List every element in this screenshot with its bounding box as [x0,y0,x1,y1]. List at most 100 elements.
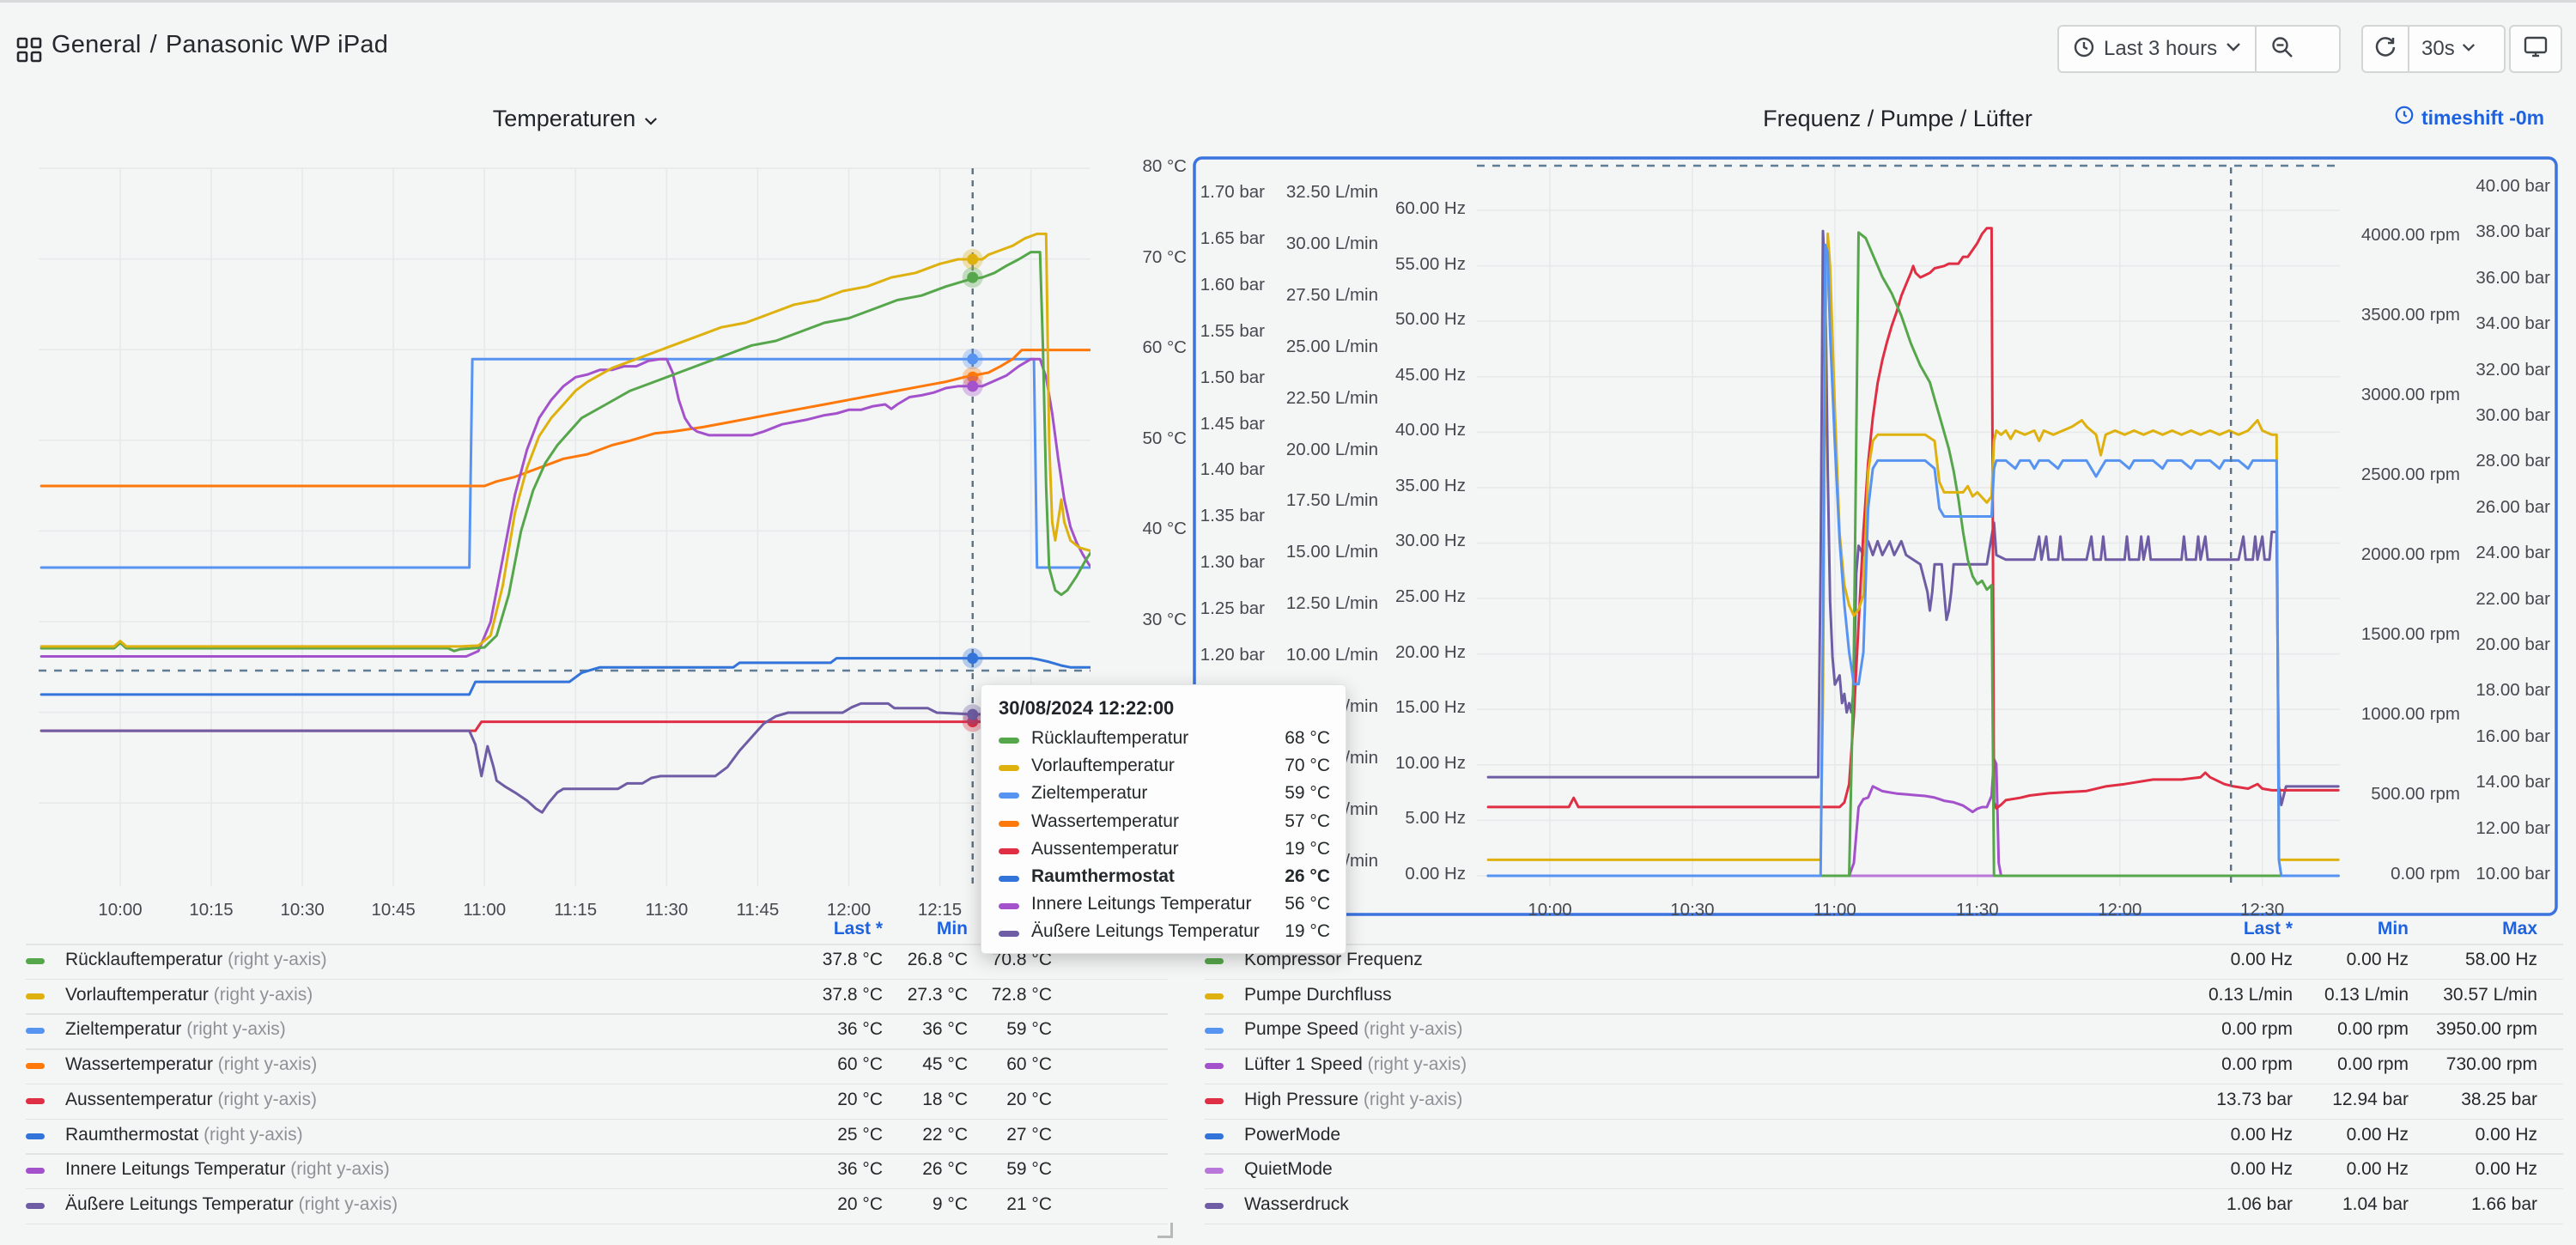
dashboards-grid-icon[interactable] [15,36,43,68]
timeshift-button[interactable]: timeshift -0m [2394,105,2544,131]
refresh-interval-picker[interactable]: 30s [2408,27,2486,71]
chevron-down-icon [2462,41,2476,57]
series-rücklauftemperatur[interactable] [39,251,1091,653]
panel-title-temperaturen[interactable]: Temperaturen [395,106,756,132]
left-x-tick-label: 11:15 [554,900,598,920]
legend-series-label[interactable]: QuietMode [1244,1159,1333,1180]
tooltip-timestamp: 30/08/2024 12:22:00 [999,697,1175,719]
refresh-button[interactable] [2363,27,2408,71]
panel-resize-handle[interactable] [1157,1223,1173,1238]
sort-header-min[interactable]: Min [936,919,968,938]
legend-value-last: 36 °C [837,1019,883,1040]
row-divider [1205,1118,2563,1120]
legend-series-label[interactable]: Äußere Leitungs Temperatur (right y-axis… [65,1193,398,1214]
bar-right-tick-label: 30.00 bar [2476,405,2550,425]
right-x-tick-label: 10:30 [1670,900,1715,920]
legend-series-label[interactable]: High Pressure (right y-axis) [1244,1089,1463,1109]
legend-series-label[interactable]: Rücklauftemperatur (right y-axis) [65,950,327,969]
series-kompressor-frequenz[interactable] [1486,231,2340,878]
right-x-tick-label: 12:30 [2240,900,2285,920]
tooltip-swatch-icon [999,820,1019,827]
series-innere-leitungs-temperatur[interactable] [39,357,1091,658]
kiosk-mode-button[interactable] [2509,25,2562,73]
series-äußere-leitungs-temperatur[interactable] [39,701,1091,814]
left-legend-row[interactable]: Raumthermostat (right y-axis) 25 °C 22 °C 2… [26,1123,1168,1152]
left-legend-row[interactable]: Äußere Leitungs Temperatur (right y-axis… [26,1193,1168,1222]
left-legend-row[interactable]: Zieltemperatur (right y-axis) 36 °C 36 °C 5… [26,1017,1168,1047]
series-pumpe-speed[interactable] [1486,243,2340,878]
legend-series-label[interactable]: Vorlauftemperatur (right y-axis) [65,984,313,1005]
hz-tick-label: 35.00 Hz [1394,475,1466,495]
breadcrumb-section[interactable]: General [52,31,142,58]
legend-series-label[interactable]: Lüfter 1 Speed (right y-axis) [1244,1054,1467,1075]
bar-left-tick-label: 1.25 bar [1200,598,1265,619]
hz-tick-label: 50.00 Hz [1394,309,1466,330]
series-vorlauftemperatur[interactable] [39,232,1091,648]
legend-value-last: 25 °C [837,1124,883,1145]
panel-title-frequenz[interactable]: Frequenz / Pumpe / Lüfter [1717,106,2078,132]
tooltip-swatch-icon [999,903,1019,910]
left-x-tick-label: 12:15 [917,900,963,920]
legend-series-label[interactable]: Raumthermostat (right y-axis) [65,1124,303,1145]
series-high-pressure[interactable] [1486,227,2340,810]
right-x-tick-label: 10:00 [1528,900,1572,920]
bar-right-tick-label: 38.00 bar [2476,222,2550,242]
left-legend-row[interactable]: Aussentemperatur (right y-axis) 20 °C 18 °… [26,1088,1168,1117]
sort-header-max[interactable]: Max [2502,919,2537,938]
legend-series-label[interactable]: PowerMode [1244,1124,1341,1145]
breadcrumb-page[interactable]: Panasonic WP iPad [165,31,389,58]
rpm-tick-label: 2000.00 rpm [2360,544,2460,564]
legend-axis-note: (right y-axis) [290,1159,390,1180]
right-legend-row[interactable]: High Pressure (right y-axis) 13.73 bar 12.… [1205,1088,2563,1117]
lmin-tick-label: 15.00 L/min [1285,542,1378,562]
series-wasserdruck[interactable] [1486,229,2340,806]
right-legend-row[interactable]: PowerMode 0.00 Hz 0.00 Hz 0.00 Hz [1205,1123,2563,1152]
bar-right-tick-label: 16.00 bar [2476,726,2550,746]
series-pumpe-durchfluss[interactable] [1486,232,2340,861]
right-legend-row[interactable]: Pumpe Speed (right y-axis) 0.00 rpm 0.00 r… [1205,1017,2563,1047]
legend-value-min: 18 °C [922,1089,968,1109]
left-legend-row[interactable]: Vorlauftemperatur (right y-axis) 37.8 °C 2… [26,983,1168,1012]
legend-series-label[interactable]: Wasserdruck [1244,1193,1349,1214]
left-x-tick-label: 11:45 [736,900,780,920]
right-legend-row[interactable]: Wasserdruck 1.06 bar 1.04 bar 1.66 bar [1205,1193,2563,1222]
tooltip-series-label: Vorlauftemperatur [1031,756,1175,776]
right-legend-row[interactable]: Kompressor Frequenz 0.00 Hz 0.00 Hz 58.00 H… [1205,948,2563,977]
left-legend-row[interactable]: Rücklauftemperatur (right y-axis) 37.8 °C… [26,948,1168,977]
hz-tick-label: 45.00 Hz [1394,364,1466,385]
hz-tick-label: 15.00 Hz [1394,697,1466,718]
series-raumthermostat[interactable] [39,657,1091,696]
time-range-picker[interactable]: Last 3 hours [2059,27,2255,71]
panel-title-label: Frequenz / Pumpe / Lüfter [1763,106,2032,131]
tooltip-series-value: 59 °C [1285,783,1330,804]
legend-series-label[interactable]: Wassertemperatur (right y-axis) [65,1054,318,1075]
left-legend-row[interactable]: Wassertemperatur (right y-axis) 60 °C 45 °… [26,1053,1168,1082]
row-divider [1205,978,2563,981]
legend-value-min: 36 °C [922,1019,968,1040]
legend-series-label[interactable]: Innere Leitungs Temperatur (right y-axis… [65,1159,390,1180]
lmin-tick-label: 10.00 L/min [1285,645,1378,665]
tooltip-series-label: Aussentemperatur [1031,838,1179,859]
zoom-out-button[interactable] [2255,27,2308,71]
right-legend-row[interactable]: QuietMode 0.00 Hz 0.00 Hz 0.00 Hz [1205,1157,2563,1187]
left-legend-row[interactable]: Innere Leitungs Temperatur (right y-axis… [26,1157,1168,1187]
sort-header-min[interactable]: Min [2377,919,2409,938]
legend-series-label[interactable]: Pumpe Durchfluss [1244,984,1392,1005]
legend-axis-note: (right y-axis) [1367,1054,1467,1075]
series-wassertemperatur[interactable] [39,349,1091,488]
series-aussentemperatur[interactable] [39,711,1091,732]
sort-header-last[interactable]: Last * [833,919,883,938]
right-legend-row[interactable]: Lüfter 1 Speed (right y-axis) 0.00 rpm 0.0… [1205,1053,2563,1082]
sort-header-last[interactable]: Last * [2243,919,2293,938]
rpm-tick-label: 2500.00 rpm [2360,465,2460,484]
legend-series-label[interactable]: Kompressor Frequenz [1244,950,1423,969]
row-divider [26,1187,1168,1190]
series-zieltemperatur[interactable] [39,357,1091,569]
legend-series-label[interactable]: Zieltemperatur (right y-axis) [65,1019,286,1040]
legend-series-label[interactable]: Pumpe Speed (right y-axis) [1244,1019,1463,1040]
series-lüfter-1-speed[interactable] [1486,757,2340,878]
legend-series-label[interactable]: Aussentemperatur (right y-axis) [65,1089,317,1109]
right-legend-row[interactable]: Pumpe Durchfluss 0.13 L/min 0.13 L/min 30.5… [1205,983,2563,1012]
refresh-group: 30s [2361,25,2506,73]
